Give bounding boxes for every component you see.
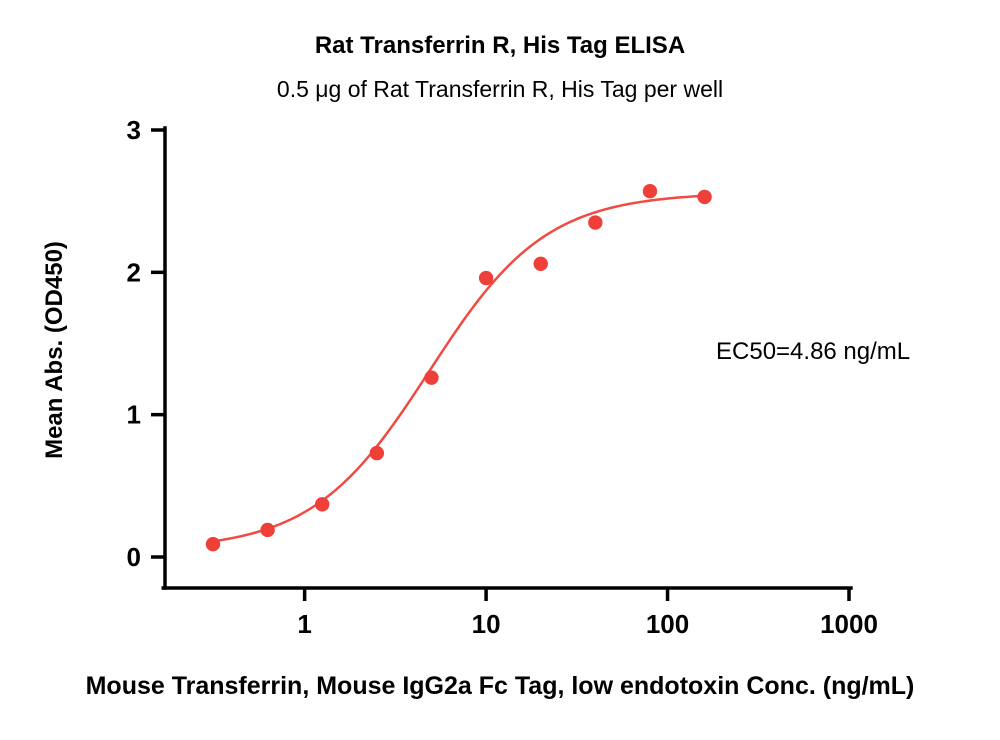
chart-title: Rat Transferrin R, His Tag ELISA <box>314 32 686 59</box>
y-tick-label: 1 <box>127 400 141 430</box>
x-tick-label: 10 <box>472 609 501 639</box>
data-point <box>588 215 603 230</box>
fit-curve <box>212 194 705 543</box>
data-point <box>260 522 275 538</box>
data-point <box>697 189 712 205</box>
x-axis-label: Mouse Transferrin, Mouse IgG2a Fc Tag, l… <box>85 672 915 700</box>
data-point <box>315 497 330 512</box>
y-tick-label: 3 <box>127 115 141 145</box>
x-tick-label: 1 <box>297 609 311 639</box>
data-point <box>642 184 658 199</box>
y-tick-label: 0 <box>127 542 141 572</box>
data-point <box>424 370 439 385</box>
y-tick-label: 2 <box>127 257 141 287</box>
data-point <box>369 445 385 461</box>
chart-subtitle: 0.5 μg of Rat Transferrin R, His Tag per… <box>276 76 724 102</box>
x-tick-label: 100 <box>646 609 689 639</box>
ec50-annotation: EC50=4.86 ng/mL <box>716 338 911 365</box>
data-point <box>533 256 548 271</box>
data-point <box>478 270 494 286</box>
data-point <box>205 536 221 552</box>
x-tick-label: 1000 <box>820 609 878 639</box>
